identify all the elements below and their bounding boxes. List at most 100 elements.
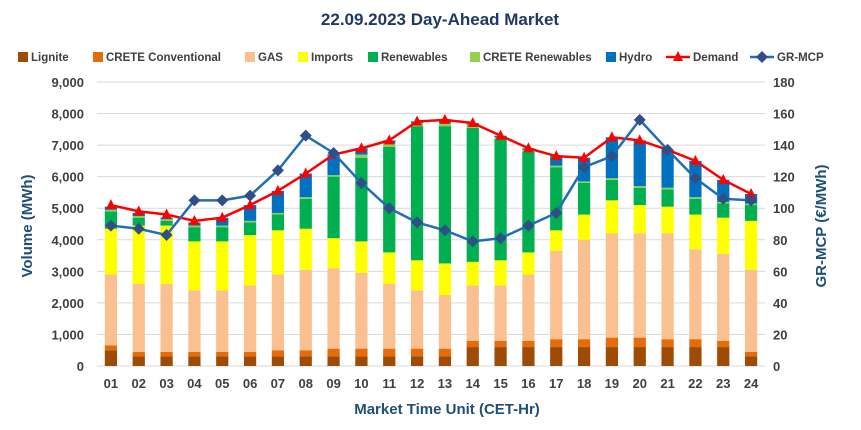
bar-renewables-17 xyxy=(550,167,563,231)
gr-mcp-marker-24 xyxy=(745,194,758,207)
bar-gas-07 xyxy=(271,274,285,351)
y-tick-label: 9,000 xyxy=(51,75,84,90)
bar-gas-04 xyxy=(188,290,201,352)
bar-lignite-12 xyxy=(410,356,424,366)
gr-mcp-marker-15 xyxy=(494,232,507,245)
legend-label-renewables: Renewables xyxy=(381,52,447,64)
bar-gas-20 xyxy=(633,233,646,338)
bar-imports-22 xyxy=(689,214,702,250)
x-tick-label: 21 xyxy=(660,376,674,391)
bar-renewables-10 xyxy=(355,157,368,242)
bar-crete-conventional-19 xyxy=(605,337,619,348)
bar-gas-08 xyxy=(299,269,312,351)
legend-label-crete-renewables: CRETE Renewables xyxy=(483,52,592,64)
bar-imports-01 xyxy=(104,228,118,275)
bar-imports-03 xyxy=(160,225,173,284)
bar-gas-19 xyxy=(605,233,619,338)
bar-gas-22 xyxy=(689,249,702,340)
legend-marker-gr-mcp xyxy=(756,51,768,63)
bar-renewables-12 xyxy=(410,126,424,261)
y-tick-label: 7,000 xyxy=(51,138,84,153)
bar-crete-conventional-23 xyxy=(717,340,730,348)
y2-tick-label: 80 xyxy=(773,233,787,248)
bar-renewables-05 xyxy=(216,227,229,242)
x-tick-label: 15 xyxy=(493,376,507,391)
bar-crete-conventional-15 xyxy=(494,340,507,348)
bar-lignite-07 xyxy=(271,356,285,366)
y2-tick-label: 120 xyxy=(773,170,795,185)
gr-mcp-marker-03 xyxy=(160,229,173,242)
bar-lignite-16 xyxy=(522,347,535,366)
demand-marker-18 xyxy=(579,151,590,162)
bar-renewables-03 xyxy=(160,220,173,226)
bar-hydro-21 xyxy=(661,149,674,188)
bar-crete-conventional-24 xyxy=(744,351,758,357)
bar-imports-13 xyxy=(438,263,452,295)
legend-label-crete-conventional: CRETE Conventional xyxy=(106,52,221,64)
legend-swatch-crete-conventional xyxy=(93,52,103,62)
bar-lignite-22 xyxy=(689,347,702,366)
x-axis-ticks: 01 02 03 04 05 06 07 08 09 10 11 12 13 14 15 16 17 18 19 20… xyxy=(104,376,759,391)
bar-gas-11 xyxy=(383,283,396,349)
bar-imports-14 xyxy=(466,261,479,286)
legend-swatch-renewables xyxy=(368,52,378,62)
demand-marker-03 xyxy=(161,208,172,219)
bar-crete-conventional-13 xyxy=(438,348,452,357)
y2-tick-label: 140 xyxy=(773,138,795,153)
y-tick-label: 3,000 xyxy=(51,264,84,279)
bar-lignite-08 xyxy=(299,356,312,366)
gr-mcp-marker-05 xyxy=(216,194,229,207)
demand-marker-15 xyxy=(495,129,506,140)
gr-mcp-marker-14 xyxy=(466,235,479,248)
bar-imports-21 xyxy=(661,206,674,234)
bar-renewables-09 xyxy=(327,176,340,239)
bar-renewables-11 xyxy=(383,146,396,253)
bar-lignite-15 xyxy=(494,347,507,366)
bar-crete-conventional-03 xyxy=(160,351,173,357)
bar-crete-renewables-03 xyxy=(160,219,173,221)
bar-crete-renewables-09 xyxy=(327,175,340,177)
demand-marker-08 xyxy=(300,167,311,178)
bar-crete-renewables-11 xyxy=(383,143,396,147)
bar-renewables-19 xyxy=(605,179,619,201)
gridlines xyxy=(97,81,765,367)
legend-swatch-hydro xyxy=(606,52,616,62)
demand-marker-06 xyxy=(245,199,256,210)
bar-renewables-02 xyxy=(132,217,145,226)
bar-imports-18 xyxy=(577,214,591,240)
y2-tick-label: 40 xyxy=(773,296,787,311)
x-tick-label: 09 xyxy=(326,376,340,391)
bar-crete-renewables-05 xyxy=(216,225,229,228)
demand-marker-10 xyxy=(356,142,367,153)
bar-crete-conventional-12 xyxy=(410,348,424,357)
bar-lignite-03 xyxy=(160,356,173,366)
y2-axis-title: GR-MCP (€/MWh) xyxy=(813,164,830,287)
bar-hydro-20 xyxy=(633,140,646,187)
gr-mcp-marker-02 xyxy=(132,222,145,235)
bar-crete-conventional-08 xyxy=(299,350,312,357)
bar-lignite-17 xyxy=(550,347,563,366)
bar-crete-conventional-06 xyxy=(243,351,257,357)
x-tick-label: 13 xyxy=(438,376,452,391)
x-tick-label: 24 xyxy=(744,376,759,391)
bar-renewables-15 xyxy=(494,138,507,261)
x-tick-label: 06 xyxy=(243,376,257,391)
bar-imports-07 xyxy=(271,230,285,275)
bar-imports-05 xyxy=(216,241,229,291)
bar-imports-09 xyxy=(327,238,340,269)
bar-crete-renewables-07 xyxy=(271,212,285,215)
demand-marker-14 xyxy=(467,117,478,128)
y-tick-label: 6,000 xyxy=(51,170,84,185)
y2-tick-label: 60 xyxy=(773,264,787,279)
demand-marker-11 xyxy=(384,134,395,145)
bar-gas-02 xyxy=(132,283,145,352)
y2-axis-ticks: 0 20 40 60 80 100 120 140 160 180 xyxy=(773,75,795,374)
gr-mcp-marker-20 xyxy=(633,113,646,126)
bar-crete-renewables-19 xyxy=(605,178,619,180)
gr-mcp-marker-04 xyxy=(188,194,201,207)
bar-crete-renewables-17 xyxy=(550,165,563,168)
x-tick-label: 11 xyxy=(382,376,396,391)
x-tick-label: 10 xyxy=(354,376,368,391)
bar-gas-24 xyxy=(744,269,758,352)
gr-mcp-marker-19 xyxy=(605,150,618,163)
